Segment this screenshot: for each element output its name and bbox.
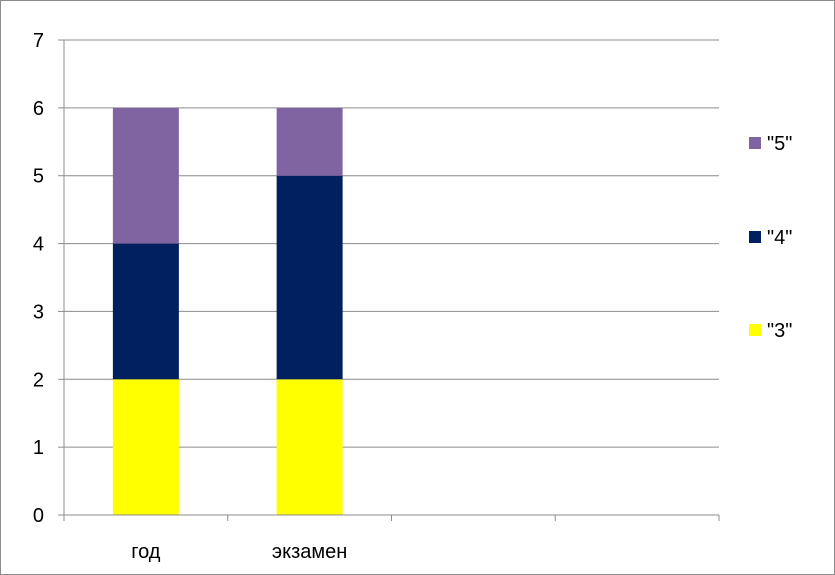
x-tick-labels: год экзамен <box>131 541 347 563</box>
y-tick-label: 1 <box>33 437 44 459</box>
legend-swatch <box>749 231 761 243</box>
bar-segment <box>112 379 179 515</box>
y-tick-label: 5 <box>33 166 44 188</box>
bars <box>112 107 343 515</box>
legend-swatch <box>749 137 761 149</box>
y-tick-label: 4 <box>33 234 44 256</box>
x-tick-label: экзамен <box>272 541 347 563</box>
legend-label: "3" <box>767 320 792 342</box>
bar-segment <box>276 379 343 515</box>
bar-segment <box>112 107 179 244</box>
x-tick-label: год <box>131 541 161 563</box>
y-tick-label: 0 <box>33 505 44 527</box>
y-tick-label: 3 <box>33 301 44 323</box>
y-tick-label: 6 <box>33 98 44 120</box>
legend: "5" "4" "3" <box>749 133 792 342</box>
legend-label: "5" <box>767 133 792 155</box>
bar-segment <box>276 107 343 176</box>
y-tick-label: 7 <box>33 30 44 52</box>
axes <box>58 39 720 521</box>
legend-swatch <box>749 324 761 336</box>
bar-segment <box>276 175 343 380</box>
legend-label: "4" <box>767 227 792 249</box>
y-tick-labels: 0 1 2 3 4 5 6 7 <box>33 30 44 527</box>
y-tick-label: 2 <box>33 369 44 391</box>
bar-segment <box>112 243 179 380</box>
